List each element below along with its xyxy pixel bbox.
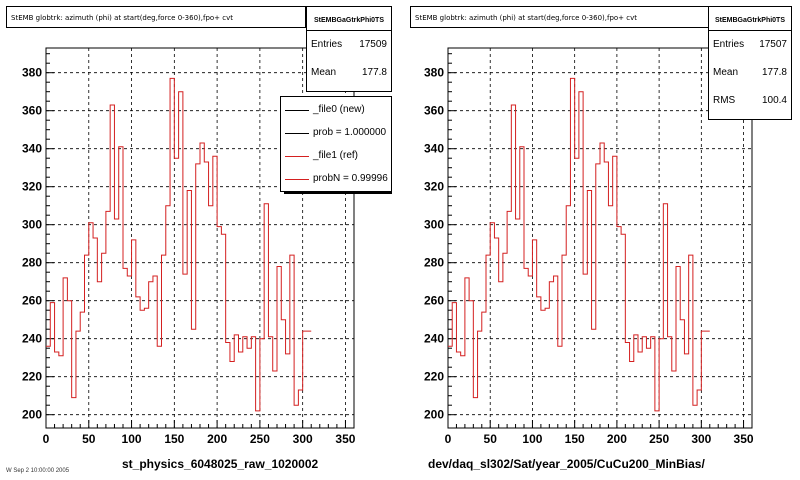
panel2-ytick-label: 300 <box>424 218 444 232</box>
panel1-histogram-ref <box>46 77 312 412</box>
panel1-ytick-label: 320 <box>22 180 42 194</box>
panel2-ytick-label: 220 <box>424 370 444 384</box>
panel1-stats-box: StEMBGaGtrkPhi0TS Entries 17509 Mean 177… <box>306 6 392 92</box>
legend-line-file0 <box>285 110 309 111</box>
panel2-ytick-label: 380 <box>424 66 444 80</box>
panel2-stats-name: StEMBGaGtrkPhi0TS <box>709 7 791 31</box>
panel2-ytick-label: 360 <box>424 104 444 118</box>
panel1-xtick-label: 350 <box>335 432 355 446</box>
panel2-xtick-label: 350 <box>734 432 754 446</box>
panel2-stats-rms: RMS 100.4 <box>713 95 787 106</box>
panel2-stats-box: StEMBGaGtrkPhi0TS Entries 17507 Mean 177… <box>708 6 792 120</box>
panel2-ytick-label: 260 <box>424 294 444 308</box>
legend-entry-file0: _file0 (new) <box>281 99 391 123</box>
panel1-title: StEMB globtrk: azimuth (phi) at start(de… <box>6 6 306 28</box>
panel2-stats-entries: Entries 17507 <box>713 39 787 50</box>
panel1-xtick-label: 300 <box>293 432 313 446</box>
panel2-stats-mean: Mean 177.8 <box>713 67 787 78</box>
panel1-ytick-label: 200 <box>22 408 42 422</box>
panel2-frame <box>447 47 753 429</box>
footer-timestamp: W Sep 2 10:00:00 2005 <box>6 468 70 474</box>
panel1-xtick-label: 250 <box>250 432 270 446</box>
panel2-xtick-label: 150 <box>565 432 585 446</box>
panel1-xtick-label: 200 <box>207 432 227 446</box>
panel2-xtick-label: 250 <box>649 432 669 446</box>
panel1-stats-name: StEMBGaGtrkPhi0TS <box>307 7 391 31</box>
panel1-ytick-label: 300 <box>22 218 42 232</box>
legend-line-file1 <box>285 156 309 157</box>
panel2-xtick-label: 200 <box>607 432 627 446</box>
panel1-stats-entries: Entries 17509 <box>311 39 387 50</box>
panel1-ytick-label: 360 <box>22 104 42 118</box>
panel2-ytick-label: 200 <box>424 408 444 422</box>
panel1-stats-mean: Mean 177.8 <box>311 67 387 78</box>
panel1-ytick-label: 220 <box>22 370 42 384</box>
panel2-xtick-label: 300 <box>691 432 711 446</box>
panel1-ytick-label: 380 <box>22 66 42 80</box>
panel1-xtick-label: 50 <box>82 432 96 446</box>
panel2-ytick-label: 320 <box>424 180 444 194</box>
panel1-xtick-label: 150 <box>164 432 184 446</box>
panel2-histogram-ref <box>448 77 710 412</box>
panel1-ytick-label: 240 <box>22 332 42 346</box>
panel2-ytick-label: 280 <box>424 256 444 270</box>
panel2-xtick-label: 50 <box>484 432 498 446</box>
panel2-xtick-label: 100 <box>522 432 542 446</box>
panel1-xlabel: st_physics_6048025_raw_1020002 <box>122 457 319 471</box>
legend: _file0 (new) prob = 1.000000 _file1 (ref… <box>280 96 392 192</box>
panel1-xtick-label: 100 <box>122 432 142 446</box>
panel2-ytick-label: 340 <box>424 142 444 156</box>
panel2-xtick-label: 0 <box>445 432 452 446</box>
legend-entry-prob: prob = 1.000000 <box>281 122 391 146</box>
legend-shadow <box>284 190 392 194</box>
panel1-ytick-label: 340 <box>22 142 42 156</box>
panel2-ytick-label: 240 <box>424 332 444 346</box>
legend-line-prob <box>285 133 309 134</box>
panel1-ytick-label: 280 <box>22 256 42 270</box>
panel2-xlabel: dev/daq_sl302/Sat/year_2005/CuCu200_MinB… <box>428 457 705 471</box>
legend-entry-file1: _file1 (ref) <box>281 145 391 169</box>
panel1-ytick-label: 260 <box>22 294 42 308</box>
panel1-xtick-label: 0 <box>43 432 50 446</box>
legend-entry-probN: probN = 0.99996 <box>281 168 391 191</box>
legend-line-probN <box>285 179 309 180</box>
